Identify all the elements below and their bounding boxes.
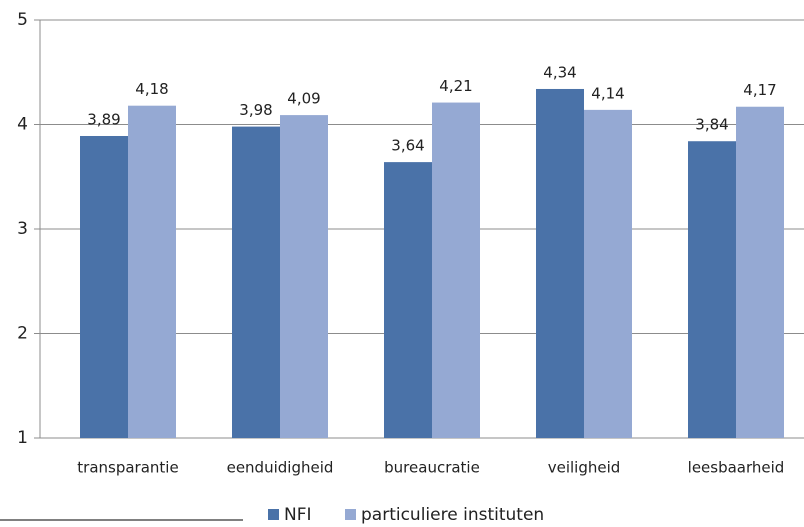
value-label: 4,18: [135, 80, 168, 98]
bar: [80, 135, 128, 438]
value-label: 3,84: [695, 116, 728, 134]
x-tick-label: veiligheid: [548, 459, 621, 477]
x-tick-label: bureaucratie: [384, 459, 480, 477]
value-label: 4,14: [591, 84, 624, 102]
y-tick-label: 5: [17, 10, 28, 30]
bar: [736, 106, 784, 439]
bar: [384, 162, 432, 438]
x-tick-label: leesbaarheid: [688, 459, 785, 477]
value-label: 4,34: [543, 63, 576, 81]
bar: [584, 109, 632, 439]
bar: [280, 115, 328, 438]
legend-swatch: [268, 509, 279, 520]
legend-swatch: [345, 509, 356, 520]
value-label: 3,64: [391, 137, 424, 155]
y-tick-label: 1: [17, 428, 28, 448]
x-tick-label: eenduidigheid: [227, 459, 334, 477]
value-label: 3,98: [239, 101, 272, 119]
legend-label: NFI: [284, 505, 312, 525]
bar: [536, 88, 584, 438]
value-label: 4,17: [743, 81, 776, 99]
value-label: 4,09: [287, 90, 320, 108]
y-tick-label: 4: [17, 115, 28, 135]
bar: [432, 102, 480, 439]
bar: [688, 141, 736, 438]
y-tick-label: 3: [17, 219, 28, 239]
bar: [232, 126, 280, 438]
value-label: 4,21: [439, 77, 472, 95]
bar: [128, 105, 176, 438]
y-tick-label: 2: [17, 324, 28, 344]
x-tick-label: transparantie: [77, 459, 178, 477]
legend-label: particuliere instituten: [361, 505, 544, 525]
value-label: 3,89: [87, 110, 120, 128]
